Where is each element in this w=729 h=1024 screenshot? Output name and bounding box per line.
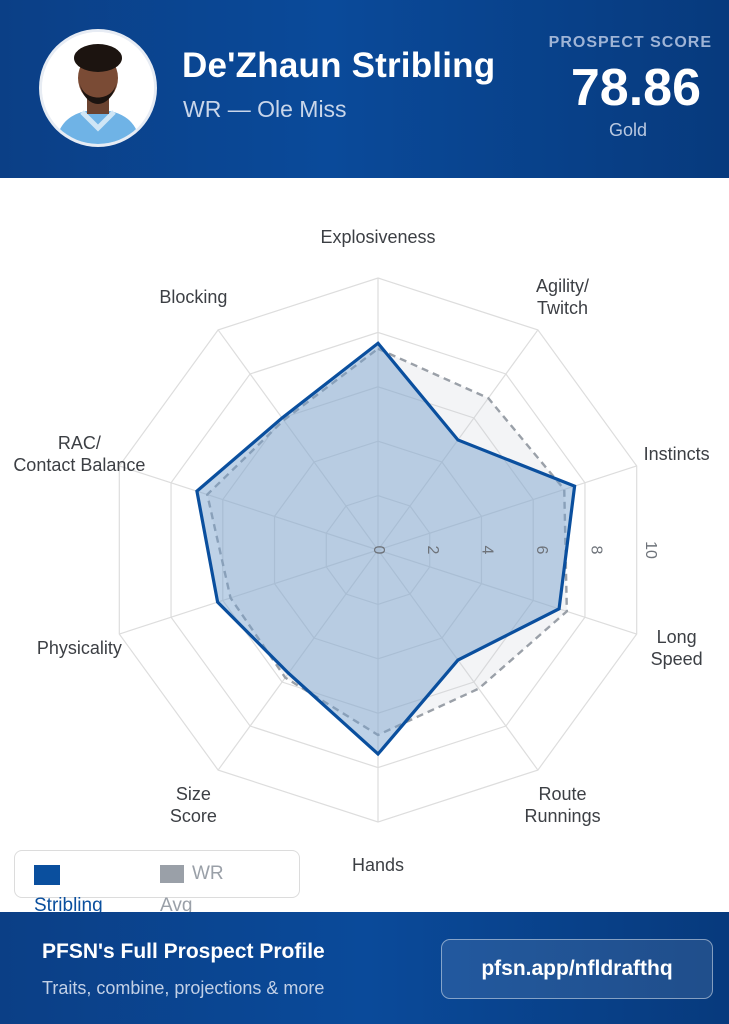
series-stribling xyxy=(195,341,577,757)
axis-label-5-line-0: Hands xyxy=(352,855,404,875)
axis-label-7-line-0: Physicality xyxy=(37,638,122,658)
radar-series xyxy=(195,341,577,757)
axis-label-9: Blocking xyxy=(159,287,227,307)
radial-tick-label-8: 8 xyxy=(587,546,604,555)
chart-legend: Stribling WR Avg xyxy=(14,850,300,916)
radar-axis-labels: Explosiveness Agility/Twitch Instincts Long… xyxy=(13,227,709,875)
grid-spoke-6 xyxy=(217,549,379,771)
prospect-score-value: 78.86 xyxy=(570,59,701,117)
player-position-school: WR — Ole Miss xyxy=(183,96,347,122)
prospect-score-label: PROSPECT SCORE xyxy=(548,34,712,51)
radial-tick-label-2: 2 xyxy=(424,546,441,555)
axis-label-4-line-0: Route xyxy=(539,784,587,804)
footer-title: PFSN's Full Prospect Profile xyxy=(42,940,325,963)
axis-label-7: Physicality xyxy=(37,638,122,658)
player-name: De'Zhaun Stribling xyxy=(182,46,496,85)
axis-label-1: Agility/Twitch xyxy=(536,276,589,318)
radar-chart: 0 2 4 6 8 10 Explosiveness Agility/Twitch Insti… xyxy=(13,227,709,875)
axis-label-8-line-1: Contact Balance xyxy=(13,455,145,475)
legend-label-stribling: Stribling xyxy=(34,895,103,916)
axis-label-4-line-1: Runnings xyxy=(525,806,601,826)
grid-spoke-7 xyxy=(119,549,379,635)
axis-label-5: Hands xyxy=(352,855,404,875)
grid-spoke-8 xyxy=(119,465,379,551)
grid-spoke-2 xyxy=(377,465,637,551)
legend-label-wr: WR xyxy=(192,863,224,884)
axis-label-3-line-1: Speed xyxy=(651,649,703,669)
player-avatar xyxy=(42,32,154,144)
axis-label-2: Instincts xyxy=(644,444,710,464)
footer-subtitle: Traits, combine, projections & more xyxy=(42,978,325,998)
axis-label-4: Route Runnings xyxy=(525,784,601,826)
axis-label-3-line-0: Long xyxy=(657,627,697,647)
profile-link-button[interactable]: pfsn.app/nfldrafthq xyxy=(441,939,713,999)
axis-label-0-line-0: Explosiveness xyxy=(320,227,435,247)
axis-label-6: Size Score xyxy=(170,784,217,826)
axis-label-6-line-0: Size xyxy=(176,784,211,804)
radial-tick-label-6: 6 xyxy=(533,546,550,555)
legend-label-avg: Avg xyxy=(160,895,193,916)
player-headshot-icon xyxy=(42,32,154,144)
axis-label-1-line-1: Twitch xyxy=(537,298,588,318)
series-wr-avg xyxy=(205,347,569,737)
legend-swatch-wr-avg xyxy=(160,865,184,883)
axis-label-3: Long Speed xyxy=(651,627,703,669)
axis-label-8-line-0: RAC/ xyxy=(58,433,101,453)
axis-label-1-line-0: Agility/ xyxy=(536,276,589,296)
grid-spoke-9 xyxy=(217,329,379,551)
profile-header: De'Zhaun Stribling WR — Ole Miss PROSPEC… xyxy=(0,0,729,178)
axis-label-6-line-1: Score xyxy=(170,806,217,826)
radial-tick-label-4: 4 xyxy=(479,546,496,555)
radial-tick-label-10: 10 xyxy=(642,541,659,559)
profile-footer: PFSN's Full Prospect Profile Traits, com… xyxy=(0,912,729,1024)
radial-tick-label-0: 0 xyxy=(370,546,387,555)
radar-ticks: 0 2 4 6 8 10 xyxy=(370,541,659,559)
axis-label-2-line-0: Instincts xyxy=(644,444,710,464)
axis-label-8: RAC/Contact Balance xyxy=(13,433,145,475)
axis-label-0: Explosiveness xyxy=(320,227,435,247)
prospect-tier: Gold xyxy=(608,120,648,140)
axis-label-9-line-0: Blocking xyxy=(159,287,227,307)
legend-swatch-stribling xyxy=(34,865,60,885)
grid-spoke-3 xyxy=(377,549,637,635)
